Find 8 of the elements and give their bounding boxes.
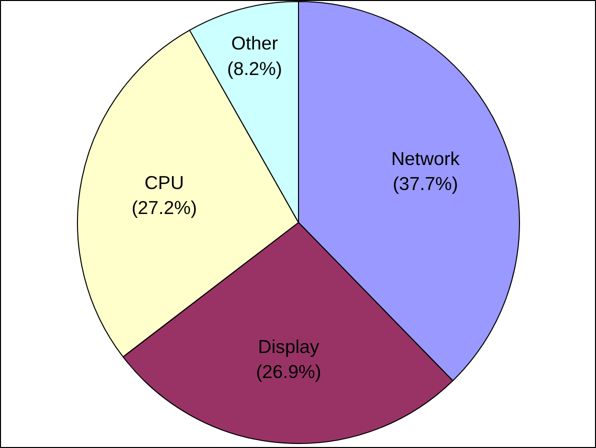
slice-label: Other bbox=[231, 32, 278, 54]
data-label: (8.2%) bbox=[227, 58, 282, 79]
slice-label: Display bbox=[258, 336, 320, 358]
slice-label: CPU bbox=[144, 172, 184, 194]
data-label: (27.2%) bbox=[132, 197, 197, 218]
slice-label: Network bbox=[391, 148, 460, 169]
data-label: (26.9%) bbox=[256, 361, 322, 382]
data-label: (37.7%) bbox=[392, 172, 458, 194]
